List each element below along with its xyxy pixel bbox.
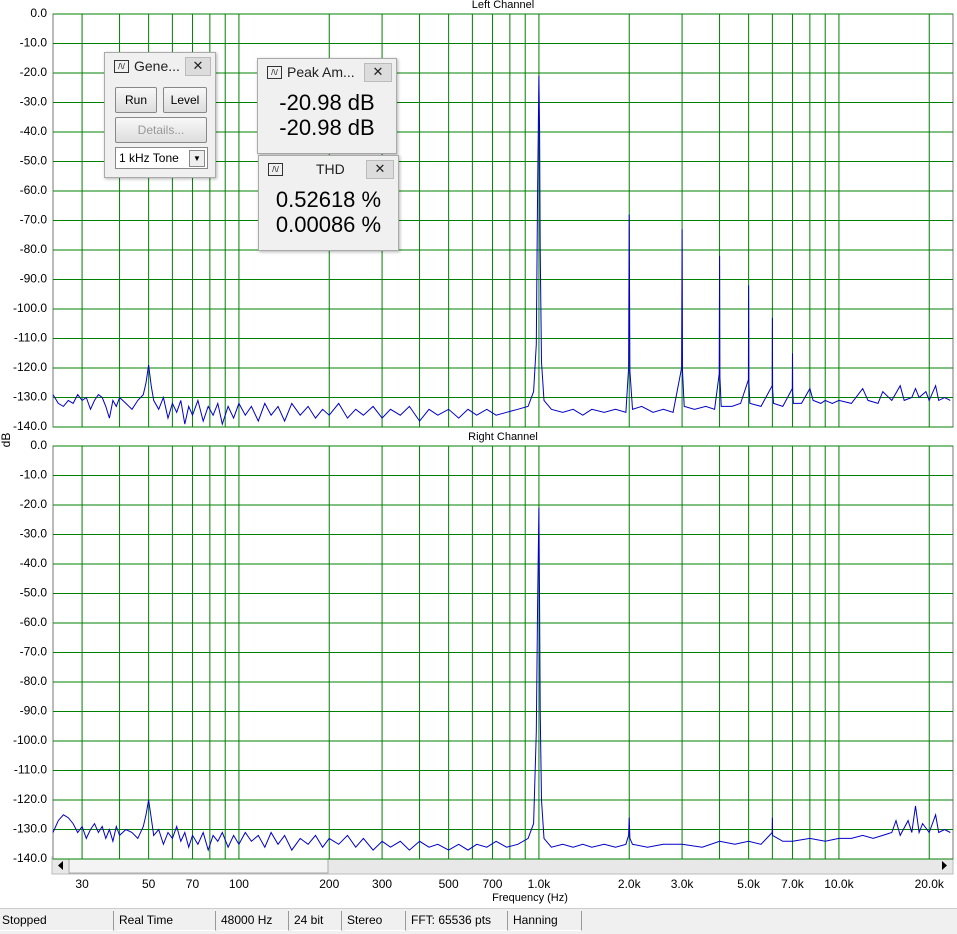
chart-title: Right Channel bbox=[468, 431, 538, 443]
x-tick-label: 3.0k bbox=[671, 877, 695, 891]
thd-window: /\/ THD ✕ 0.52618 % 0.00086 % bbox=[258, 155, 399, 251]
status-cell: Real Time bbox=[117, 911, 216, 931]
close-button[interactable]: ✕ bbox=[185, 56, 211, 76]
y-tick-label: -30.0 bbox=[20, 95, 48, 109]
window-title: Gene... bbox=[134, 58, 180, 74]
close-button[interactable]: ✕ bbox=[364, 62, 392, 82]
spectrum-chart: Left Channel 0.0 -10.0 -20.0 -30.0 -40.0 -50.0… bbox=[0, 0, 954, 904]
y-tick-label: 0.0 bbox=[30, 438, 47, 452]
select-value: 1 kHz Tone bbox=[119, 151, 179, 165]
y-tick-label: -80.0 bbox=[20, 242, 48, 256]
y-tick-label: -30.0 bbox=[20, 527, 48, 541]
scrollbar-thumb[interactable] bbox=[68, 857, 329, 874]
y-tick-label: -20.0 bbox=[20, 65, 48, 79]
status-bar: Stopped Real Time 48000 Hz 24 bit Stereo FFT:… bbox=[0, 908, 957, 934]
status-cell: 24 bit bbox=[292, 911, 342, 931]
y-tick-label: 0.0 bbox=[30, 6, 47, 20]
status-cell: Stopped bbox=[0, 911, 114, 931]
x-tick-label: 1.0k bbox=[528, 877, 552, 891]
x-tick-label: 70 bbox=[186, 877, 200, 891]
thd-value: 0.52618 % bbox=[275, 187, 382, 212]
y-tick-label: -40.0 bbox=[20, 124, 48, 138]
spectrum-line bbox=[52, 507, 951, 852]
dropdown-arrow[interactable]: ▼ bbox=[189, 150, 205, 167]
status-cell: FFT: 65536 pts bbox=[409, 911, 508, 931]
y-tick-label: -50.0 bbox=[20, 154, 48, 168]
y-tick-label: -140.0 bbox=[13, 419, 47, 433]
y-tick-label: -120.0 bbox=[13, 792, 47, 806]
scroll-right[interactable] bbox=[942, 861, 947, 870]
y-tick-label: -90.0 bbox=[20, 704, 48, 718]
icon: /\/ bbox=[268, 162, 283, 176]
close-button[interactable]: ✕ bbox=[366, 159, 394, 179]
x-tick-label: 200 bbox=[319, 877, 339, 891]
x-tick-label: 7.0k bbox=[781, 877, 805, 891]
y-tick-label: -40.0 bbox=[20, 556, 48, 570]
x-tick-label: 2.0k bbox=[618, 877, 642, 891]
y-tick-label: -130.0 bbox=[13, 390, 47, 404]
x-tick-label: 20.0k bbox=[915, 877, 945, 891]
y-tick-label: -70.0 bbox=[20, 645, 48, 659]
y-tick-label: -110.0 bbox=[14, 331, 47, 345]
x-tick-label: 50 bbox=[142, 877, 156, 891]
y-tick-label: -70.0 bbox=[20, 213, 48, 227]
y-tick-label: -50.0 bbox=[20, 586, 48, 600]
y-tick-label: -130.0 bbox=[13, 822, 47, 836]
y-tick-label: -90.0 bbox=[20, 272, 48, 286]
y-tick-label: -120.0 bbox=[13, 360, 47, 374]
x-tick-label: 700 bbox=[482, 877, 502, 891]
y-axis-label: dB bbox=[0, 433, 13, 448]
title-bar: /\/ Gene... ✕ bbox=[105, 53, 215, 79]
status-cell: 48000 Hz bbox=[219, 911, 289, 931]
icon: /\/ bbox=[114, 59, 129, 73]
spectrum-line bbox=[52, 75, 951, 427]
title-bar: /\/ THD ✕ bbox=[259, 156, 398, 182]
run-button[interactable]: Run bbox=[115, 87, 157, 113]
y-tick-label: -100.0 bbox=[13, 733, 47, 747]
icon: /\/ bbox=[267, 65, 282, 79]
x-tick-label: 10.0k bbox=[824, 877, 854, 891]
x-tick-label: 100 bbox=[229, 877, 249, 891]
window-title: Peak Am... bbox=[287, 64, 355, 80]
thd-value: 0.00086 % bbox=[275, 212, 382, 237]
scroll-left[interactable] bbox=[58, 861, 63, 870]
status-cell: Stereo bbox=[345, 911, 406, 931]
tone-select[interactable]: 1 kHz Tone ▼ bbox=[115, 147, 208, 169]
generator-window: /\/ Gene... ✕ Run Level Details... 1 kHz T… bbox=[104, 52, 216, 178]
window-title: THD bbox=[316, 161, 345, 177]
chart-title: Left Channel bbox=[472, 0, 534, 11]
y-tick-label: -10.0 bbox=[20, 468, 48, 482]
x-tick-label: 5.0k bbox=[737, 877, 761, 891]
y-tick-label: -140.0 bbox=[13, 851, 47, 865]
x-tick-label: 500 bbox=[439, 877, 459, 891]
status-cell: Hanning bbox=[511, 911, 582, 931]
x-axis-label: Frequency (Hz) bbox=[492, 892, 568, 904]
y-tick-label: -110.0 bbox=[14, 763, 47, 777]
y-tick-label: -100.0 bbox=[13, 301, 47, 315]
peak-value: -20.98 dB bbox=[279, 90, 375, 115]
y-tick-label: -10.0 bbox=[20, 36, 48, 50]
y-tick-label: -60.0 bbox=[20, 183, 48, 197]
y-tick-label: -20.0 bbox=[20, 497, 48, 511]
peak-window: /\/ Peak Am... ✕ -20.98 dB -20.98 dB bbox=[257, 58, 397, 154]
x-tick-label: 300 bbox=[372, 877, 392, 891]
title-bar: /\/ Peak Am... ✕ bbox=[258, 59, 396, 85]
x-tick-label: 30 bbox=[75, 877, 89, 891]
peak-value: -20.98 dB bbox=[279, 115, 375, 140]
level-button[interactable]: Level bbox=[163, 87, 207, 113]
y-tick-label: -60.0 bbox=[20, 615, 48, 629]
details-button[interactable]: Details... bbox=[115, 117, 207, 143]
y-tick-label: -80.0 bbox=[20, 674, 48, 688]
